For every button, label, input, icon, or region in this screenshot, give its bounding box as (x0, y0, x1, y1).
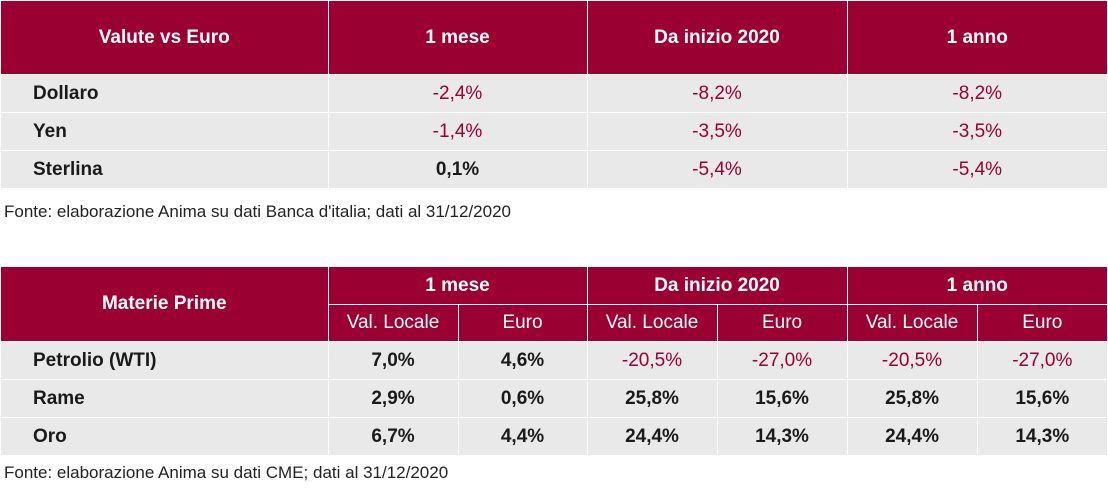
cell-value: -8,2% (587, 74, 848, 113)
cell-value: 25,8% (847, 379, 978, 418)
row-label: Dollaro (1, 74, 329, 113)
subheader-local: Val. Locale (847, 304, 978, 342)
cell-value: 15,6% (977, 379, 1108, 418)
commodities-subheader-row: Val. Locale Euro Val. Locale Euro Val. L… (1, 304, 1108, 342)
cell-value: -20,5% (587, 341, 718, 380)
subheader-euro: Euro (977, 304, 1108, 342)
cell-value: -3,5% (847, 112, 1107, 151)
row-label: Yen (1, 112, 329, 151)
cell-value: 0,1% (328, 150, 588, 189)
cell-value: 4,4% (458, 417, 588, 456)
cell-value: -3,5% (587, 112, 848, 151)
commodities-group-1m: 1 mese (328, 267, 588, 305)
subheader-euro: Euro (717, 304, 848, 342)
cell-value: -5,4% (847, 150, 1107, 189)
row-label: Oro (1, 417, 329, 456)
subheader-local: Val. Locale (587, 304, 718, 342)
commodities-group-ytd: Da inizio 2020 (587, 267, 848, 305)
commodities-group-1y: 1 anno (847, 267, 1108, 305)
commodities-table: Materie Prime 1 mese Da inizio 2020 1 an… (1, 267, 1108, 456)
cell-value: -27,0% (717, 341, 848, 380)
cell-value: -20,5% (847, 341, 978, 380)
commodities-source-note: Fonte: elaborazione Anima su dati CME; d… (4, 463, 449, 482)
row-label: Sterlina (1, 150, 329, 189)
cell-value: 24,4% (847, 417, 978, 456)
cell-value: 14,3% (977, 417, 1108, 456)
currencies-header-1y: 1 anno (847, 1, 1107, 75)
cell-value: 25,8% (587, 379, 718, 418)
currencies-table: Valute vs Euro 1 mese Da inizio 2020 1 a… (1, 1, 1107, 189)
currencies-header-label: Valute vs Euro (1, 1, 329, 75)
cell-value: -2,4% (328, 74, 588, 113)
row-label: Petrolio (WTI) (1, 341, 329, 380)
currencies-header-1m: 1 mese (328, 1, 588, 75)
cell-value: 14,3% (717, 417, 848, 456)
cell-value: 2,9% (328, 379, 459, 418)
table-row: Sterlina 0,1% -5,4% -5,4% (1, 150, 1107, 189)
cell-value: 4,6% (458, 341, 588, 380)
table-row: Oro 6,7% 4,4% 24,4% 14,3% 24,4% 14,3% (1, 417, 1108, 456)
table-row: Yen -1,4% -3,5% -3,5% (1, 112, 1107, 151)
cell-value: -27,0% (977, 341, 1108, 380)
row-label: Rame (1, 379, 329, 418)
subheader-local: Val. Locale (328, 304, 459, 342)
cell-value: 7,0% (328, 341, 459, 380)
currencies-source-note: Fonte: elaborazione Anima su dati Banca … (4, 202, 511, 221)
table-row: Rame 2,9% 0,6% 25,8% 15,6% 25,8% 15,6% (1, 379, 1108, 418)
table-row: Petrolio (WTI) 7,0% 4,6% -20,5% -27,0% -… (1, 341, 1108, 380)
subheader-euro: Euro (458, 304, 588, 342)
cell-value: 0,6% (458, 379, 588, 418)
commodities-header-row: Materie Prime 1 mese Da inizio 2020 1 an… (1, 267, 1108, 342)
cell-value: -8,2% (847, 74, 1107, 113)
cell-value: 24,4% (587, 417, 718, 456)
currencies-header-row: Valute vs Euro 1 mese Da inizio 2020 1 a… (1, 1, 1107, 75)
table-row: Dollaro -2,4% -8,2% -8,2% (1, 74, 1107, 113)
commodities-header-label: Materie Prime (1, 267, 329, 342)
cell-value: 15,6% (717, 379, 848, 418)
cell-value: -1,4% (328, 112, 588, 151)
cell-value: 6,7% (328, 417, 459, 456)
currencies-header-ytd: Da inizio 2020 (587, 1, 848, 75)
cell-value: -5,4% (587, 150, 848, 189)
